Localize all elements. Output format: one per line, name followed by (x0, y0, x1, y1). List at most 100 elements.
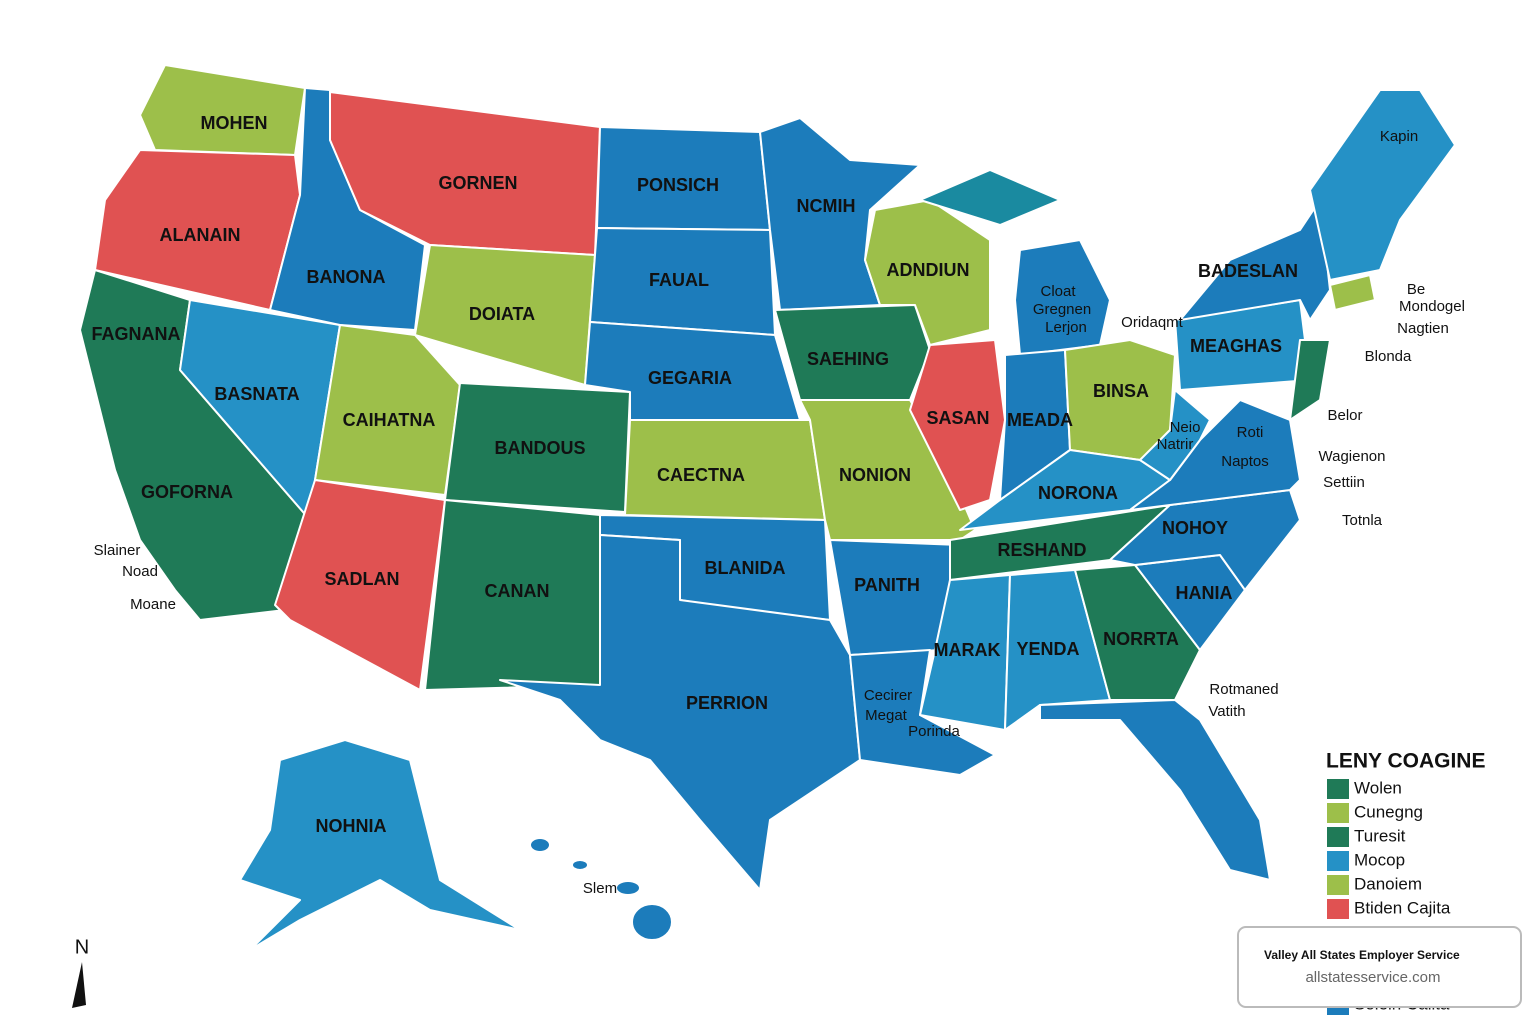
label: GOFORNA (141, 482, 233, 502)
label: Neio (1170, 419, 1201, 436)
label: CANAN (485, 581, 550, 601)
label: ADNDIUN (887, 260, 970, 280)
label: Be (1407, 281, 1425, 298)
label: Blonda (1365, 348, 1412, 365)
label: Cloat (1040, 283, 1076, 300)
legend-title: LENY COAGINE (1326, 750, 1485, 773)
states (79, 64, 1456, 951)
legend-label: Danoiem (1354, 874, 1422, 893)
label: Megat (865, 707, 908, 724)
label: NOHNIA (316, 816, 387, 836)
label: Totnla (1342, 512, 1383, 529)
watermark-url: allstatesservice.com (1305, 969, 1440, 986)
state (864, 199, 991, 346)
label: ALANAIN (160, 225, 241, 245)
label: Natrir (1157, 436, 1194, 453)
label: MEAGHAS (1190, 336, 1282, 356)
island (631, 903, 673, 941)
label: GORNEN (438, 173, 517, 193)
state (274, 479, 446, 691)
legend-swatch (1327, 803, 1349, 823)
label: Noad (122, 563, 158, 580)
label: SADLAN (325, 569, 400, 589)
label: SASAN (926, 408, 989, 428)
label: Settiin (1323, 474, 1365, 491)
legend-label: Mocop (1354, 850, 1405, 869)
state (1074, 564, 1201, 701)
watermark-title: Valley All States Employer Service (1264, 948, 1460, 962)
state (1329, 274, 1376, 311)
label: Mondogel (1399, 298, 1465, 315)
island (615, 880, 641, 896)
label: Wagienon (1319, 448, 1386, 465)
label: BADESLAN (1198, 261, 1298, 281)
label: Naptos (1221, 453, 1269, 470)
island (529, 837, 551, 853)
state (919, 169, 1061, 226)
label: Porinda (908, 723, 960, 740)
label: PONSICH (637, 175, 719, 195)
label: Roti (1237, 424, 1264, 441)
label: PERRION (686, 693, 768, 713)
state (909, 339, 1006, 511)
legend-label: Btiden Cajita (1354, 898, 1451, 917)
label: NOHOY (1162, 518, 1228, 538)
compass-arrow (72, 962, 86, 1008)
label: FAGNANA (92, 324, 181, 344)
state (919, 574, 1011, 731)
label: Oridaqmt (1121, 314, 1184, 331)
label: GEGARIA (648, 368, 732, 388)
label: DOIATA (469, 304, 535, 324)
label: Vatith (1208, 703, 1245, 720)
state (759, 117, 921, 311)
label: Slainer (94, 542, 141, 559)
label: Belor (1327, 407, 1362, 424)
label: Cecirer (864, 687, 912, 704)
label: Gregnen (1033, 301, 1091, 318)
watermark: Valley All States Employer Service allst… (1237, 926, 1522, 1008)
label: CAECTNA (657, 465, 745, 485)
state (1289, 339, 1331, 421)
state (1309, 89, 1456, 281)
state (139, 64, 306, 156)
label: NCMIH (797, 196, 856, 216)
label: PANITH (854, 575, 920, 595)
label: Rotmaned (1209, 681, 1278, 698)
label: YENDA (1016, 639, 1079, 659)
state (1139, 389, 1211, 481)
state (1004, 569, 1111, 731)
legend-label: Wolen (1354, 778, 1402, 797)
label: Nagtien (1397, 320, 1449, 337)
state (849, 649, 996, 776)
compass-label: N (75, 936, 89, 958)
label: BASNATA (214, 384, 299, 404)
label: MEADA (1007, 410, 1073, 430)
legend-swatch (1327, 779, 1349, 799)
label: Moane (130, 596, 176, 613)
legend-label: Cunegng (1354, 802, 1423, 821)
legend-swatch (1327, 827, 1349, 847)
label: NONION (839, 465, 911, 485)
label: BANDOUS (494, 438, 585, 458)
watermark-box (1237, 926, 1522, 1008)
label: HANIA (1176, 583, 1233, 603)
label: RESHAND (997, 540, 1086, 560)
label: Kapin (1380, 128, 1418, 145)
label: BLANIDA (705, 558, 786, 578)
label: NORRTA (1103, 629, 1179, 649)
legend-label: Turesit (1354, 826, 1406, 845)
label: BINSA (1093, 381, 1149, 401)
state (1039, 699, 1271, 881)
island (571, 859, 589, 871)
state (499, 534, 861, 891)
label: FAUAL (649, 270, 709, 290)
label: NORONA (1038, 483, 1118, 503)
legend-swatch (1327, 899, 1349, 919)
legend: Wolen Cunegng Turesit Mocop Danoiem Btiden Ca… (1327, 778, 1451, 1015)
label: MOHEN (201, 113, 268, 133)
legend-swatch (1327, 851, 1349, 871)
label: CAIHATNA (343, 410, 436, 430)
state (239, 739, 521, 951)
label: SAEHING (807, 349, 889, 369)
